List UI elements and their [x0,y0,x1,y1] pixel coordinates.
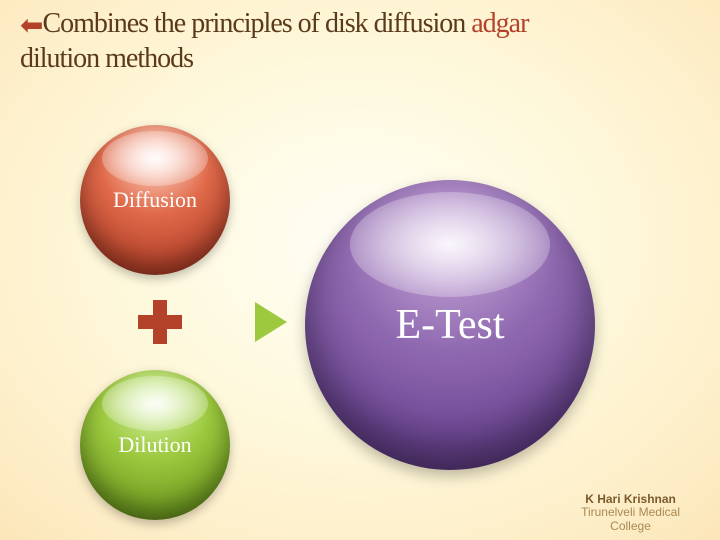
etest-circle: E-Test [305,180,595,470]
footer-affil1: Tirunelveli Medical [581,506,680,520]
diffusion-highlight [102,131,208,186]
dilution-label: Dilution [118,432,191,458]
header-line1-highlight: adgar [471,8,528,39]
diffusion-circle: Diffusion [80,125,230,275]
footer-credit: K Hari Krishnan Tirunelveli Medical Coll… [581,493,680,534]
dilution-highlight [102,376,208,431]
etest-highlight [350,192,550,297]
left-arrow-icon: ⬅ [20,11,42,42]
header-text: ⬅Combines the principles of disk diffusi… [20,8,700,75]
header-line2: dilution methods [20,43,193,74]
dilution-circle: Dilution [80,370,230,520]
header-line1-prefix: Combines the principles of disk diffusio… [42,8,471,39]
plus-icon [138,300,182,344]
arrow-right-icon [255,302,287,342]
footer-affil2: College [581,520,680,534]
diffusion-label: Diffusion [113,187,197,213]
footer-name: K Hari Krishnan [581,493,680,507]
etest-label: E-Test [395,301,504,349]
